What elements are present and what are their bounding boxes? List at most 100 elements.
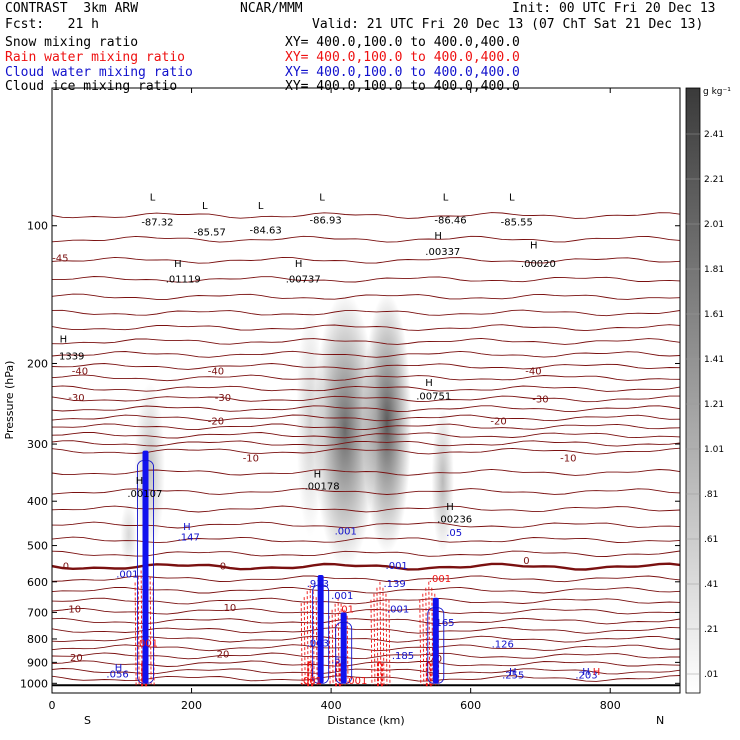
chart-annotation: .185 <box>392 651 414 662</box>
rain-contour <box>337 597 340 686</box>
rain-core <box>376 661 383 687</box>
isotherm-line <box>52 660 680 667</box>
cloud-water-core <box>317 575 324 684</box>
field-xy-cloudice: XY= 400.0,100.0 to 400.0,400.0 <box>285 79 520 94</box>
colorbar-unit: g kg⁻¹ <box>703 87 731 97</box>
temperature-isotherms: -45 -40 -40 -40 -30 -30 -30 -20 -20 -10 -10 0 0 0 -10 1… <box>52 212 680 687</box>
chart-annotation: .00751 <box>416 392 451 403</box>
chart-annotation: H <box>530 240 538 251</box>
y-tick-label: 800 <box>27 633 48 646</box>
isotherm-line <box>52 536 680 544</box>
chart-annotation: .001 <box>345 676 367 687</box>
cloud-water-contours <box>137 450 445 684</box>
isotherm-line <box>52 562 680 571</box>
chart-annotation: .056 <box>106 669 128 680</box>
isotherm-line <box>52 337 680 345</box>
chart-annotation: .001 <box>429 574 451 585</box>
cloud-water-core <box>340 612 347 684</box>
cloud-water-contour <box>312 584 330 684</box>
isotherm-line <box>52 414 680 422</box>
chart-annotation: .001 <box>335 527 357 538</box>
rain-contour <box>428 581 431 686</box>
chart-annotation: .001 <box>136 638 158 649</box>
y-tick-label: 700 <box>27 606 48 619</box>
colorbar-label: 1.21 <box>704 400 724 410</box>
header-center1: NCAR/MMM <box>240 1 303 16</box>
field-name-rain: Rain water mixing ratio <box>5 50 186 65</box>
rain-contour <box>373 593 376 686</box>
colorbar-label: .81 <box>704 490 718 500</box>
rain-contour <box>306 591 309 686</box>
isotherm-line <box>52 521 680 529</box>
isotherm-line <box>52 644 680 652</box>
field-name-cloudice: Cloud ice mixing ratio <box>5 79 178 94</box>
isotherm-label: 0 <box>63 561 69 572</box>
isotherm-line <box>52 607 680 615</box>
chart-annotation: .01 <box>338 604 354 615</box>
field-name-snow: Snow mixing ratio <box>5 35 139 50</box>
isotherm-line <box>52 468 680 476</box>
field-name-cloudwater: Cloud water mixing ratio <box>5 65 193 80</box>
chart-annotation: -84.63 <box>249 226 281 237</box>
y-tick-label: 500 <box>27 540 48 553</box>
isotherm-label: -20 <box>490 417 506 428</box>
isotherm-label: -30 <box>215 393 231 404</box>
colorbar: 2.41 2.21 2.01 1.81 1.61 1.41 1.21 1.01 .81 .61 .4… <box>685 87 731 694</box>
chart-annotation: .003 <box>307 638 329 649</box>
cloud-water-core <box>432 597 439 684</box>
isotherm-label: -30 <box>532 395 548 406</box>
chart-annotation: .05 <box>446 528 462 539</box>
chart-annotation: .53 <box>331 655 347 666</box>
x-axis-end-label: N <box>656 714 664 727</box>
isotherm-label: -10 <box>65 605 81 616</box>
chart-annotation: H <box>314 470 322 481</box>
chart-annotation: H <box>434 231 442 242</box>
isotherm-line <box>52 395 680 403</box>
header-left1: CONTRAST 3km ARW <box>5 1 139 16</box>
snow-plume <box>431 407 454 554</box>
isotherm-line <box>52 626 680 634</box>
isotherm-label: 0 <box>220 561 226 572</box>
rain-contour <box>382 587 385 686</box>
colorbar-label: .61 <box>704 535 718 545</box>
isotherm-line <box>52 652 680 660</box>
chart-annotation: H <box>60 335 68 346</box>
field-xy-cloudwater: XY= 400.0,100.0 to 400.0,400.0 <box>285 65 520 80</box>
y-tick-label: 900 <box>27 656 48 669</box>
chart-annotation: .203 <box>575 670 597 681</box>
chart-annotation: .00107 <box>127 489 162 500</box>
isotherm-line <box>52 374 680 382</box>
chart-annotation: .00236 <box>437 514 472 525</box>
isotherm-line <box>52 447 680 455</box>
snow-plume <box>362 292 412 554</box>
isotherm-line <box>52 440 680 447</box>
rain-contour <box>370 599 373 686</box>
isotherm-line <box>52 423 680 431</box>
colorbar-label: .41 <box>704 580 718 590</box>
isotherm-line <box>52 617 680 625</box>
chart-annotation: L <box>202 201 208 212</box>
chart-annotation: .001 <box>387 604 409 615</box>
y-tick-label: 600 <box>27 576 48 589</box>
isotherm-line <box>52 597 680 605</box>
chart-annotation: .139 <box>383 579 405 590</box>
isotherm-line <box>52 212 680 219</box>
isotherm-label: 10 <box>224 603 237 614</box>
snow-plume <box>120 501 138 569</box>
chart-annotation: -86.93 <box>309 216 341 227</box>
x-tick-label: 800 <box>600 699 621 712</box>
isotherm-line <box>52 235 680 243</box>
chart-annotation: .00737 <box>286 274 321 285</box>
header-right1: Init: 00 UTC Fri 20 Dec 13 <box>512 1 716 16</box>
cloud-water-contour <box>137 460 154 684</box>
chart-annotation: L <box>150 192 156 203</box>
rain-contour <box>300 603 303 686</box>
snow-mixing-field <box>120 292 454 569</box>
isotherm-line <box>52 575 680 583</box>
rain-contour <box>309 585 312 686</box>
chart-annotation: L <box>443 192 449 203</box>
snow-plume <box>134 382 166 554</box>
chart-annotation: H <box>425 378 433 389</box>
rain-contour <box>312 591 315 686</box>
